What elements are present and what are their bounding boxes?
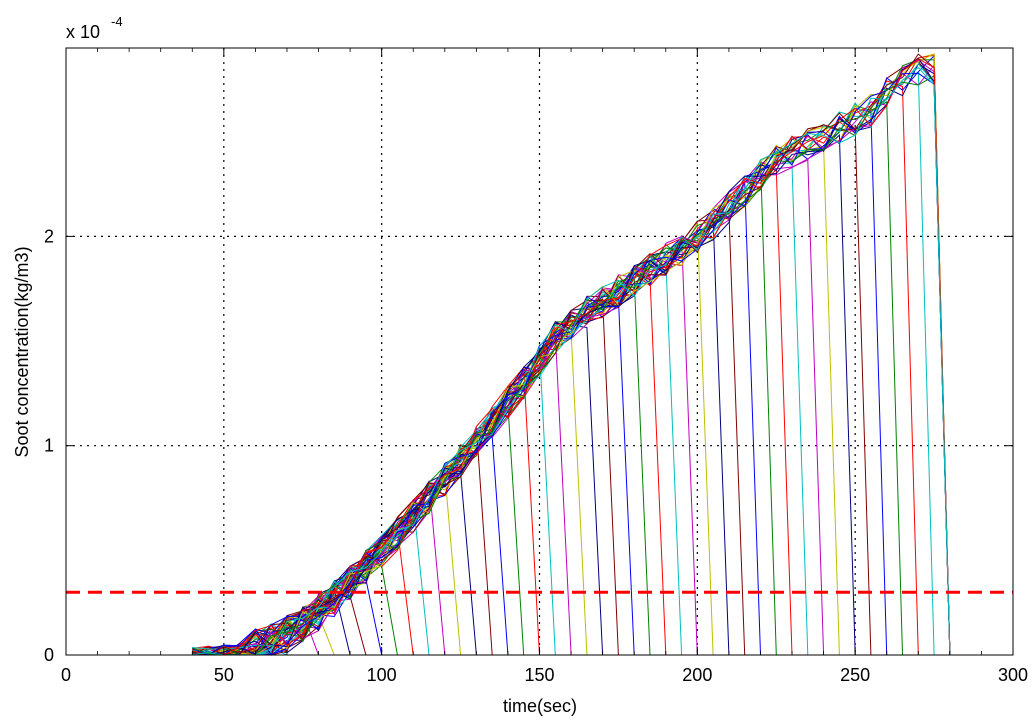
series-line [192,63,951,656]
x-tick-label: 200 [682,665,712,685]
series-line [192,75,951,656]
series-line [192,60,951,656]
series-line [192,53,951,656]
y-tick-label: 0 [44,645,54,665]
y-tick-label: 1 [44,436,54,456]
axis-ticks [65,48,1014,656]
x-tick-label: 100 [367,665,397,685]
x-tick-label: 300 [998,665,1028,685]
tick-labels: 0 50 100 150 200 250 300 0 1 2 [44,226,1028,685]
y-scale-prefix: x 10 [66,22,100,42]
x-tick-label: 50 [214,665,234,685]
y-axis-label: Soot concentration(kg/m3) [12,246,32,457]
series-line [192,66,951,656]
x-tick-label: 250 [840,665,870,685]
x-tick-label: 150 [524,665,554,685]
y-tick-label: 2 [44,226,54,246]
x-axis-label: time(sec) [503,696,577,716]
x-tick-label: 0 [61,665,71,685]
y-scale-exponent: -4 [111,14,123,29]
series-lines [192,53,951,656]
